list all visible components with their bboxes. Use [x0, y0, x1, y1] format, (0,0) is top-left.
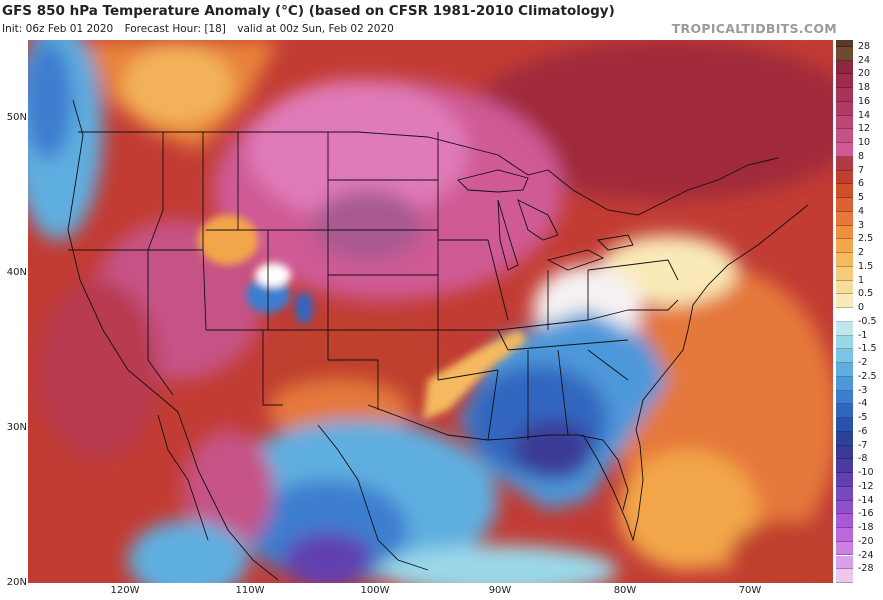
colorbar-cell	[836, 266, 853, 281]
colorbar-label: -24	[858, 549, 874, 561]
lon-label-80w: 80W	[613, 585, 637, 596]
lat-label-40n: 40N	[6, 267, 27, 278]
colorbar-cell	[836, 486, 853, 501]
colorbar-label: 0.5	[858, 288, 874, 300]
boundary-lines	[67, 99, 809, 581]
colorbar-label: -2	[858, 357, 868, 369]
map-subtitle: Init: 06z Feb 01 2020 Forecast Hour: [18…	[2, 23, 402, 35]
colorbar-cell	[836, 555, 853, 570]
colorbar-label: 6	[858, 178, 865, 190]
colorbar-label: -8	[858, 453, 868, 465]
colorbar-cell	[836, 88, 853, 102]
colorbar-label: -4	[858, 398, 868, 410]
colorbar-cell	[836, 390, 853, 405]
colorbar-label: 16	[858, 95, 871, 107]
colorbar-label: -20	[858, 535, 874, 547]
colorbar-cell	[836, 156, 853, 171]
colorbar-cell	[836, 211, 853, 226]
colorbar-label: -12	[858, 480, 874, 492]
colorbar-cell	[836, 101, 853, 116]
colorbar-cell	[836, 418, 853, 432]
colorbar-label: -0.5	[858, 315, 877, 327]
colorbar-cell	[836, 404, 853, 419]
colorbar-label: -7	[858, 439, 868, 451]
colorbar-cell	[836, 335, 853, 350]
colorbar-cell	[836, 376, 853, 391]
colorbar-label: 2	[858, 247, 865, 259]
colorbar-cell	[836, 363, 853, 377]
colorbar-cell	[836, 143, 853, 157]
map-title: GFS 850 hPa Temperature Anomaly (°C) (ba…	[2, 3, 615, 19]
colorbar-cell	[836, 239, 853, 254]
colorbar-cell	[836, 294, 853, 309]
colorbar-cell	[836, 74, 853, 89]
colorbar-cell	[836, 115, 853, 130]
colorbar-cell	[836, 40, 853, 47]
valid-time: valid at 00z Sun, Feb 02 2020	[237, 23, 394, 35]
colorbar-label: 1.5	[858, 260, 874, 272]
colorbar-cell	[836, 198, 853, 212]
colorbar-label: -28	[858, 563, 874, 575]
colorbar-cell	[836, 445, 853, 460]
colorbar-label: -5	[858, 412, 868, 424]
colorbar-cell	[836, 184, 853, 199]
site-brand: TROPICALTIDBITS.COM	[671, 21, 837, 36]
lat-label-50n: 50N	[6, 112, 27, 123]
lat-label-20n: 20N	[6, 577, 27, 588]
colorbar-cell	[836, 514, 853, 528]
forecast-hour: Forecast Hour: [18]	[124, 23, 226, 35]
colorbar-label: 28	[858, 40, 871, 52]
colorbar-cell	[836, 253, 853, 267]
colorbar-label: 10	[858, 137, 871, 149]
colorbar-label: 5	[858, 192, 865, 204]
colorbar-label: -16	[858, 508, 874, 520]
colorbar	[836, 40, 853, 583]
colorbar-cell	[836, 46, 853, 61]
colorbar-label: -2.5	[858, 370, 877, 382]
lat-label-30n: 30N	[6, 422, 27, 433]
colorbar-cell	[836, 280, 853, 295]
colorbar-label: 24	[858, 54, 871, 66]
map-canvas	[28, 40, 833, 583]
lon-label-90w: 90W	[488, 585, 512, 596]
init-time: Init: 06z Feb 01 2020	[2, 23, 114, 35]
colorbar-label: 4	[858, 205, 865, 217]
colorbar-cell	[836, 569, 853, 583]
colorbar-label: 12	[858, 123, 871, 135]
colorbar-cell	[836, 459, 853, 473]
colorbar-label: -1	[858, 329, 868, 341]
colorbar-label: 3	[858, 219, 865, 231]
colorbar-label: -14	[858, 494, 874, 506]
colorbar-label: -6	[858, 425, 868, 437]
colorbar-label: 8	[858, 150, 865, 162]
colorbar-cell	[836, 129, 853, 144]
anomaly-map	[28, 40, 833, 583]
colorbar-label: 20	[858, 68, 871, 80]
colorbar-label: 1	[858, 274, 865, 286]
colorbar-cell	[836, 473, 853, 487]
colorbar-cell	[836, 225, 853, 240]
colorbar-label: 18	[858, 82, 871, 94]
colorbar-cell	[836, 528, 853, 542]
colorbar-label: -3	[858, 384, 868, 396]
colorbar-label: -1.5	[858, 343, 877, 355]
colorbar-label: 0	[858, 302, 865, 314]
lon-label-100w: 100W	[360, 585, 390, 596]
colorbar-label: 14	[858, 109, 871, 121]
colorbar-cell	[836, 349, 853, 364]
lon-label-70w: 70W	[738, 585, 762, 596]
colorbar-label: 2.5	[858, 233, 874, 245]
lon-label-110w: 110W	[235, 585, 265, 596]
colorbar-cell	[836, 541, 853, 556]
colorbar-cell	[836, 500, 853, 515]
lon-label-120w: 120W	[110, 585, 140, 596]
colorbar-label: -18	[858, 522, 874, 533]
colorbar-label: 7	[858, 164, 865, 176]
colorbar-label: -10	[858, 467, 874, 479]
colorbar-cell	[836, 321, 853, 336]
colorbar-cell	[836, 60, 853, 75]
colorbar-cell	[836, 170, 853, 185]
colorbar-cell	[836, 308, 853, 322]
colorbar-cell	[836, 431, 853, 446]
